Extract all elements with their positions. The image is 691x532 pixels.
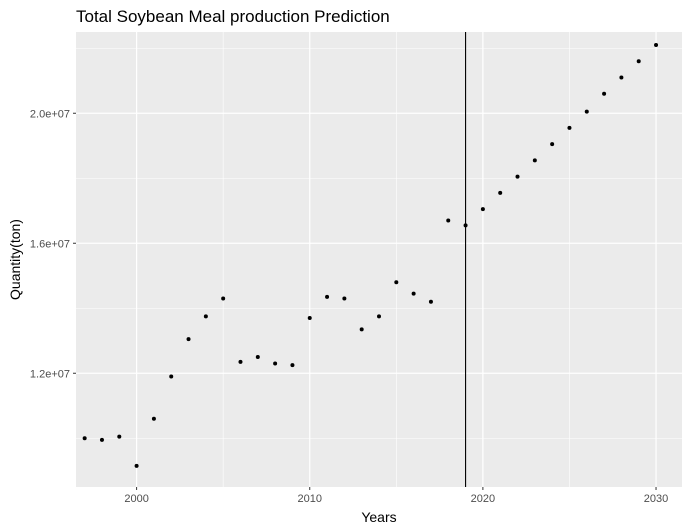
data-point: [273, 361, 278, 366]
data-point: [619, 75, 624, 80]
data-point: [221, 296, 226, 301]
data-point: [377, 314, 381, 319]
chart-title: Total Soybean Meal production Prediction: [76, 7, 390, 26]
major-gridlines: [76, 32, 682, 487]
x-axis-title: Years: [361, 509, 396, 525]
plot-panel: [76, 32, 682, 487]
x-axis-ticks: 2000 2010 2020 2030: [124, 487, 668, 505]
data-point: [82, 436, 87, 441]
data-point: [117, 434, 122, 439]
y-tick-label: 2.0e+07: [30, 108, 70, 120]
data-point: [151, 416, 156, 421]
data-point: [480, 207, 485, 212]
data-point: [584, 109, 589, 114]
data-point: [342, 296, 347, 301]
data-points: [82, 43, 659, 468]
data-point: [307, 316, 312, 320]
data-point: [325, 294, 330, 299]
data-point: [567, 125, 572, 130]
x-tick-label: 2000: [124, 493, 148, 505]
data-point: [411, 291, 416, 296]
data-point: [515, 174, 520, 179]
data-point: [636, 59, 641, 64]
data-point: [186, 337, 191, 342]
minor-gridlines: [76, 32, 682, 487]
x-tick-label: 2020: [471, 493, 495, 505]
data-point: [602, 91, 607, 96]
data-point: [550, 142, 555, 147]
data-point: [428, 299, 433, 304]
y-axis-title: Quantity(ton): [7, 219, 23, 300]
data-point: [134, 463, 139, 468]
data-point: [463, 223, 468, 228]
data-point: [203, 314, 208, 319]
data-point: [359, 327, 364, 332]
data-point: [498, 190, 503, 195]
data-point: [238, 359, 243, 364]
data-point: [654, 43, 659, 47]
x-tick-label: 2010: [298, 493, 322, 505]
data-point: [532, 158, 537, 163]
data-point: [394, 280, 399, 285]
x-tick-label: 2030: [644, 493, 668, 505]
y-tick-label: 1.2e+07: [30, 368, 70, 380]
data-point: [169, 374, 174, 379]
data-point: [290, 363, 295, 368]
data-point: [99, 437, 104, 442]
y-axis-ticks: 1.2e+07 1.6e+07 2.0e+07: [30, 108, 76, 380]
data-point: [446, 218, 451, 223]
data-point: [255, 355, 260, 359]
y-tick-label: 1.6e+07: [30, 238, 70, 250]
